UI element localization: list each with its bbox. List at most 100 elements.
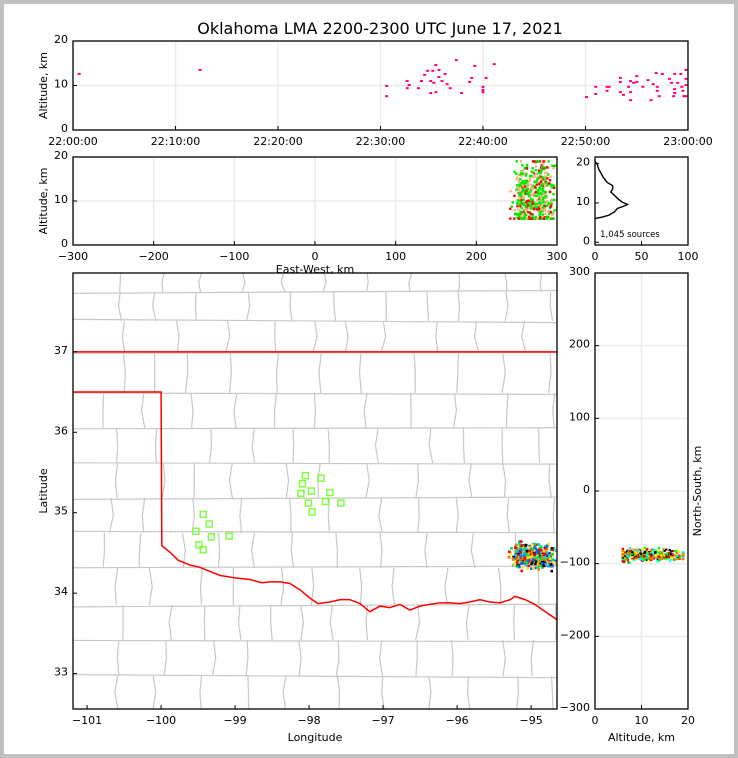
source-point [532, 217, 536, 220]
source-point [656, 553, 660, 556]
axes-frame [594, 272, 689, 710]
source-point [541, 165, 544, 169]
source-point [523, 215, 526, 218]
source-point [539, 173, 543, 176]
source-point [519, 217, 523, 220]
source-point [537, 206, 540, 209]
county-line [289, 497, 292, 534]
source-point [445, 83, 449, 86]
source-point [668, 560, 672, 563]
source-point [484, 76, 488, 79]
source-point [519, 160, 523, 163]
source-point [545, 545, 549, 548]
county-line [329, 604, 334, 641]
source-point [546, 200, 549, 203]
source-point [661, 553, 664, 556]
source-point [541, 187, 545, 191]
source-point [440, 80, 444, 83]
source-point [536, 556, 540, 559]
source-point [534, 165, 538, 168]
county-line [468, 462, 473, 499]
source-point [623, 554, 626, 557]
source-point [552, 198, 556, 202]
source-point [538, 195, 541, 199]
x-axis-label: Altitude, km [608, 731, 675, 744]
source-point [544, 552, 548, 555]
source-point [533, 549, 536, 552]
county-line [298, 639, 302, 677]
source-point [656, 557, 660, 560]
county-line [506, 497, 511, 534]
county-line [121, 320, 125, 353]
source-point [537, 208, 540, 211]
source-point [555, 198, 557, 202]
source-point [654, 554, 657, 557]
county-line [539, 273, 543, 293]
source-point [655, 85, 659, 88]
source-point [551, 552, 554, 556]
source-point [654, 548, 657, 551]
source-point [517, 183, 521, 186]
county-line [549, 291, 554, 322]
source-point [525, 189, 528, 193]
source-point [621, 555, 625, 558]
source-point [518, 199, 521, 203]
source-point [639, 552, 643, 555]
source-point [537, 209, 540, 213]
source-point [654, 555, 658, 558]
county-line [318, 351, 322, 394]
source-point [527, 206, 531, 210]
source-point [653, 554, 656, 557]
source-point [682, 551, 685, 554]
source-point [542, 193, 546, 196]
source-point [521, 546, 525, 549]
source-point [672, 95, 676, 98]
county-line [117, 291, 123, 322]
source-point [530, 207, 534, 210]
source-point [531, 198, 534, 202]
source-point [531, 213, 534, 216]
source-point [533, 202, 536, 206]
source-point [546, 166, 549, 169]
source-point [656, 558, 660, 561]
source-point [543, 206, 547, 210]
county-line [122, 351, 126, 394]
county-line [381, 675, 385, 709]
source-point [672, 557, 676, 560]
source-point [540, 550, 543, 554]
x-tick-label: 100 [385, 250, 406, 263]
source-point [637, 556, 640, 559]
source-point [526, 559, 530, 562]
x-tick-label: −98 [297, 714, 320, 727]
source-point [524, 548, 527, 552]
source-point [544, 547, 547, 550]
source-point [525, 163, 529, 167]
lma-station-marker [192, 527, 200, 535]
source-point [655, 89, 659, 92]
source-point [550, 186, 554, 189]
source-point [524, 217, 528, 220]
x-axis-label: East-West, km [276, 263, 354, 276]
county-line [247, 675, 250, 709]
x-tick-label: 200 [466, 250, 487, 263]
source-point [541, 560, 544, 564]
county-line [152, 675, 157, 709]
source-point [519, 182, 522, 185]
county-line [115, 427, 119, 464]
lma-station-marker [326, 488, 334, 497]
source-point [517, 212, 521, 216]
source-point [621, 558, 625, 561]
source-point [526, 188, 530, 191]
county-line [474, 320, 479, 353]
source-point [547, 160, 550, 163]
source-point [635, 553, 638, 556]
source-point [671, 558, 674, 561]
county-line [280, 273, 286, 293]
axes-frame [594, 156, 689, 246]
x-tick-label: 22:50:00 [561, 135, 610, 148]
source-point [546, 183, 549, 187]
source-point [627, 553, 630, 556]
county-line [161, 462, 166, 499]
source-point [663, 557, 666, 560]
source-point [534, 555, 538, 559]
